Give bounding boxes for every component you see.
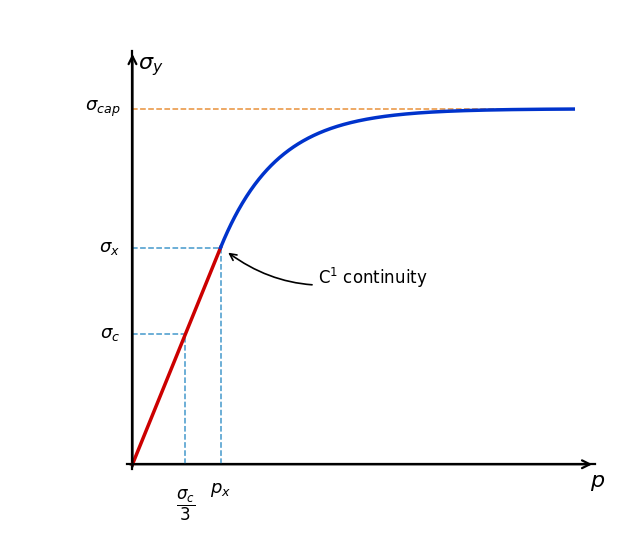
Text: $p_x$: $p_x$ [210,480,231,499]
Text: $p$: $p$ [590,473,605,493]
Text: $\sigma_c$: $\sigma_c$ [100,325,120,343]
Text: $\sigma_x$: $\sigma_x$ [99,239,120,256]
Text: C$^1$ continuity: C$^1$ continuity [230,254,427,290]
Text: $\dfrac{\sigma_c}{3}$: $\dfrac{\sigma_c}{3}$ [175,488,195,523]
Text: $\sigma_y$: $\sigma_y$ [138,55,163,78]
Text: $\sigma_{cap}$: $\sigma_{cap}$ [85,99,120,119]
